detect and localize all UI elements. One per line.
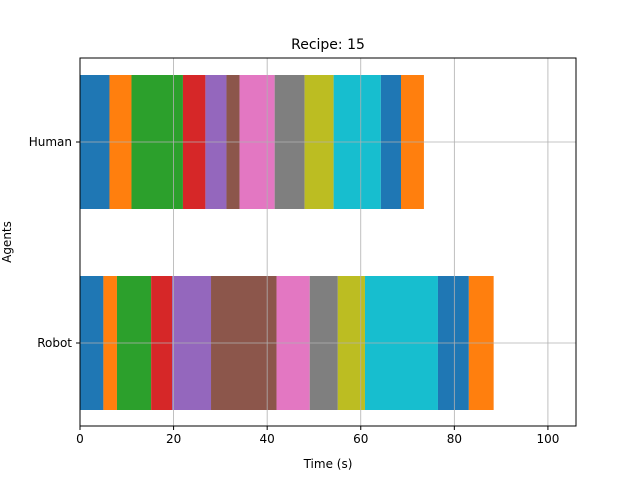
y-tick-label-human: Human — [29, 135, 72, 149]
x-tick-label: 60 — [353, 432, 368, 446]
y-tick-layer: Robot Human — [29, 135, 80, 350]
y-tick-label-robot: Robot — [37, 336, 72, 350]
x-tick-label: 80 — [447, 432, 462, 446]
chart-title: Recipe: 15 — [291, 37, 365, 53]
x-axis-label: Time (s) — [303, 457, 353, 471]
bar-layer — [79, 58, 576, 426]
x-tick-label: 40 — [260, 432, 275, 446]
x-tick-label: 100 — [536, 432, 559, 446]
x-tick-layer: 0 20 40 60 80 100 — [76, 426, 559, 446]
y-axis-label: Agents — [0, 221, 14, 263]
x-tick-label: 0 — [76, 432, 84, 446]
plot-frame — [79, 57, 577, 427]
x-tick-label: 20 — [166, 432, 181, 446]
